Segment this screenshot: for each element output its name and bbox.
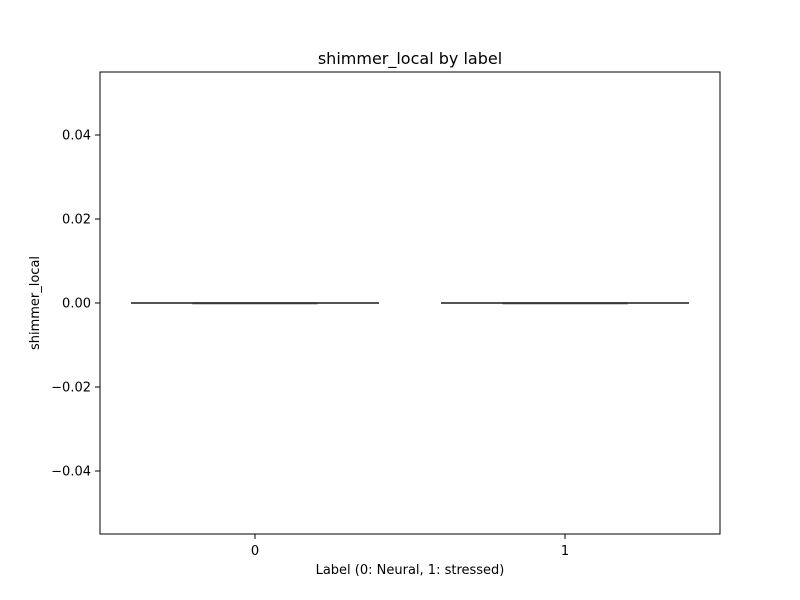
y-tick-label: −0.04: [51, 465, 91, 480]
box-plot-0: [131, 302, 379, 305]
y-axis: −0.04 −0.02 0.00 0.02 0.04: [51, 129, 100, 480]
y-axis-label: shimmer_local: [28, 256, 43, 350]
y-tick-label: −0.02: [51, 381, 91, 396]
x-tick-label: 1: [561, 544, 569, 559]
box-plot-1: [441, 302, 689, 305]
x-axis-label: Label (0: Neural, 1: stressed): [316, 563, 505, 578]
y-tick-label: 0.04: [62, 129, 91, 144]
x-tick-label: 0: [251, 544, 259, 559]
y-tick-label: 0.02: [62, 213, 91, 228]
y-tick-label: 0.00: [62, 297, 91, 312]
chart-title: shimmer_local by label: [318, 49, 502, 69]
plot-area: [131, 302, 689, 305]
